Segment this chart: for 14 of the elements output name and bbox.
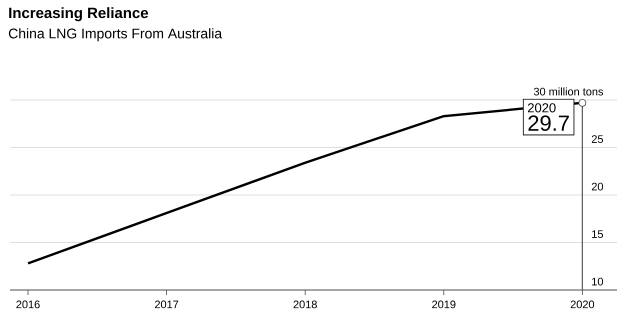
x-tick-label: 2020	[570, 300, 594, 308]
x-tick-label: 2017	[154, 300, 178, 308]
chart-subtitle: China LNG Imports From Australia	[8, 28, 222, 42]
y-tick-label: 30 million tons	[534, 87, 604, 96]
y-tick-label: 10	[592, 278, 604, 286]
x-tick-label: 2019	[432, 300, 456, 308]
y-tick-label: 20	[592, 182, 604, 190]
chart-title: Increasing Reliance	[9, 7, 148, 22]
y-tick-label: 25	[592, 135, 604, 143]
x-tick-label: 2018	[294, 300, 317, 308]
x-tick-label: 2016	[16, 300, 40, 308]
annotation: 29.7	[528, 115, 569, 131]
y-tick-label: 15	[592, 230, 604, 238]
annotation: 2020	[528, 103, 556, 112]
